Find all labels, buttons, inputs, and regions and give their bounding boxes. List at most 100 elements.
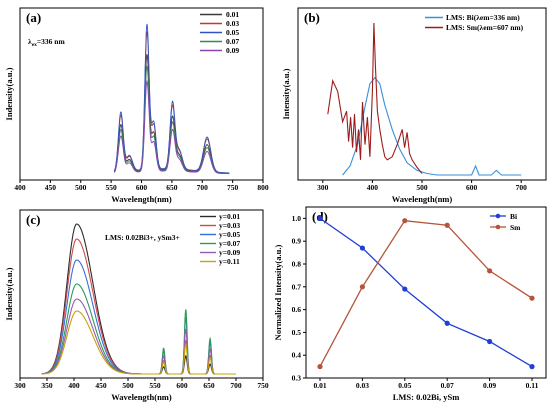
legend-label: y=0.07 [219, 239, 240, 248]
y-tick-label: 0.8 [292, 260, 302, 269]
series-line-0.01 [113, 54, 230, 174]
x-axis-label: Wavelength(nm) [392, 194, 453, 204]
x-axis-label: Wavelength(nm) [111, 194, 172, 204]
legend-label: 0.01 [226, 10, 239, 19]
y-tick-label: 0.9 [292, 237, 302, 246]
panel-label: (a) [26, 10, 41, 25]
series-line-y=0.05 [41, 259, 236, 375]
y-tick-label: 0.7 [292, 282, 302, 291]
legend-label: 0.05 [226, 28, 239, 37]
y-tick-label: 0.5 [292, 328, 302, 337]
data-point-bi [402, 286, 408, 292]
data-point-bi [359, 245, 365, 251]
x-tick-label: 650 [166, 183, 178, 192]
x-tick-label: 0.09 [483, 381, 496, 390]
series-line-y=0.09 [41, 298, 236, 375]
x-tick-label: 550 [149, 381, 161, 390]
x-tick-label: 0.07 [441, 381, 454, 390]
data-point-sm [529, 295, 535, 301]
series-line-y=0.07 [41, 283, 236, 375]
series-line-0.09 [113, 79, 230, 175]
series-line-0.05 [113, 23, 230, 174]
x-tick-label: 300 [14, 381, 26, 390]
x-tick-label: 0.01 [313, 381, 326, 390]
data-point-sm [402, 218, 408, 224]
x-tick-label: 500 [122, 381, 134, 390]
x-tick-label: 400 [68, 381, 80, 390]
legend-label: Sm [510, 223, 521, 232]
legend-label: y=0.05 [219, 230, 240, 239]
series-line-0.07 [113, 66, 230, 174]
x-tick-label: 550 [106, 183, 118, 192]
x-tick-label: 600 [466, 183, 478, 192]
x-tick-label: 750 [227, 183, 239, 192]
data-point-sm [444, 222, 450, 228]
series-line-bi [342, 76, 522, 176]
legend-marker [495, 213, 501, 219]
panel-a: 400 450 500 550 600 650 700 750 800 Wavelength(nm… [4, 7, 269, 204]
x-tick-label: 500 [75, 183, 87, 192]
panel-b-frame [297, 7, 547, 181]
annotation-text: λ [28, 37, 32, 46]
legend-label: Bi [510, 212, 517, 221]
series-line-sm [327, 22, 423, 174]
excitation-annotation: λex=336 nm [28, 37, 65, 48]
x-tick-label: 350 [41, 381, 53, 390]
series-line-y=0.03 [41, 238, 236, 375]
x-tick-label: 750 [257, 381, 269, 390]
legend-marker [495, 224, 501, 230]
x-tick-label: 700 [516, 183, 528, 192]
panel-c: 300 350 400 450 500 550 600 650 700 750 Wavelength… [4, 209, 269, 402]
legend-label: 0.03 [226, 19, 239, 28]
y-axis-label: Intensity(a.u.) [281, 68, 291, 119]
legend-label: y=0.11 [219, 257, 240, 266]
panel-d: 0.3 0.4 0.5 0.6 0.7 0.8 0.9 1.0 0.01 0.03 0.05 0.07… [273, 206, 547, 402]
series-line-bi [319, 217, 533, 368]
y-tick-label: 0.4 [292, 351, 302, 360]
y-axis-label: Indensity(a.u.) [4, 267, 14, 320]
legend-label: y=0.03 [219, 221, 240, 230]
data-point-sm [487, 268, 493, 274]
x-tick-label: 500 [416, 183, 428, 192]
panel-c-frame [19, 209, 264, 379]
legend-label: 0.07 [226, 37, 239, 46]
panel-d-frame [305, 206, 547, 379]
y-tick-label: 0.3 [292, 374, 302, 383]
y-axis-label: Normalized Intensity(a.u.) [273, 245, 283, 341]
legend-label: LMS: Sm(λem=607 nm) [446, 23, 524, 32]
x-tick-label: 400 [14, 183, 26, 192]
annotation-subscript: ex [32, 42, 37, 48]
x-tick-label: 650 [203, 381, 215, 390]
y-tick-label: 0.6 [292, 305, 302, 314]
data-point-sm [359, 284, 365, 290]
series-line-sm [319, 220, 533, 367]
x-tick-label: 450 [45, 183, 57, 192]
data-point-bi [529, 364, 535, 370]
panel-label: (c) [26, 212, 40, 227]
legend-label: y=0.01 [219, 212, 240, 221]
x-tick-label: 700 [197, 183, 209, 192]
panel-b: 300 400 500 600 700 Wavelength(nm) Intensity(a… [281, 7, 547, 204]
x-tick-label: 0.05 [398, 381, 411, 390]
data-point-bi [317, 215, 323, 221]
panel-label: (b) [304, 10, 320, 25]
composition-annotation: LMS: 0.02Bi3+, ySm3+ [105, 233, 180, 242]
series-line-y=0.11 [41, 310, 236, 375]
x-tick-label: 0.03 [356, 381, 369, 390]
x-tick-label: 800 [257, 183, 269, 192]
x-axis-label: LMS: 0.02Bi, ySm [393, 392, 460, 402]
x-tick-label: 600 [136, 183, 148, 192]
y-tick-label: 1.0 [292, 214, 302, 223]
x-tick-label: 450 [95, 381, 107, 390]
data-point-sm [317, 364, 323, 370]
x-tick-label: 700 [230, 381, 242, 390]
legend-label: LMS: Bi(λem=336 nm) [446, 13, 520, 22]
annotation-text: =336 nm [37, 37, 66, 46]
legend-label: 0.09 [226, 46, 239, 55]
y-axis-label: Indensity(a.u.) [4, 67, 14, 120]
legend-label: y=0.09 [219, 248, 240, 257]
x-tick-label: 600 [176, 381, 188, 390]
x-tick-label: 400 [367, 183, 379, 192]
x-axis-label: Wavelength(nm) [111, 392, 172, 402]
